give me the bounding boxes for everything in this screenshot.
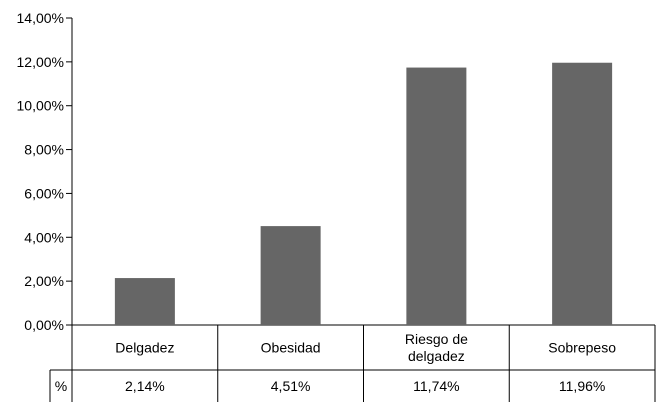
bar [260,226,321,325]
table-value-cell: 2,14% [125,378,165,394]
y-tick-label: 10,00% [17,98,64,114]
y-tick-label: 12,00% [17,54,64,70]
y-tick-label: 8,00% [24,142,64,158]
table-row-label: % [55,378,67,394]
y-tick-label: 14,00% [17,10,64,26]
bar [114,278,175,325]
x-category-label: delgadez [408,348,465,364]
bars [114,62,613,326]
table-value-cell: 4,51% [271,378,311,394]
y-tick-label: 4,00% [24,229,64,245]
y-tick-label: 2,00% [24,273,64,289]
table-value-cell: 11,74% [413,378,459,394]
y-tick-label: 6,00% [24,185,64,201]
x-category-label: Obesidad [261,340,321,356]
y-tick-label: 0,00% [24,317,64,333]
bar [552,62,613,326]
y-axis-ticks: 0,00% 2,00% 4,00% 6,00% 8,00% 10,00% 12,00% 14,… [17,10,72,333]
bar [406,67,467,326]
table-value-cell: 11,96% [559,378,605,394]
x-category-label: Sobrepeso [548,340,616,356]
x-category-label: Delgadez [115,340,174,356]
x-category-label: Riesgo de [405,331,468,347]
